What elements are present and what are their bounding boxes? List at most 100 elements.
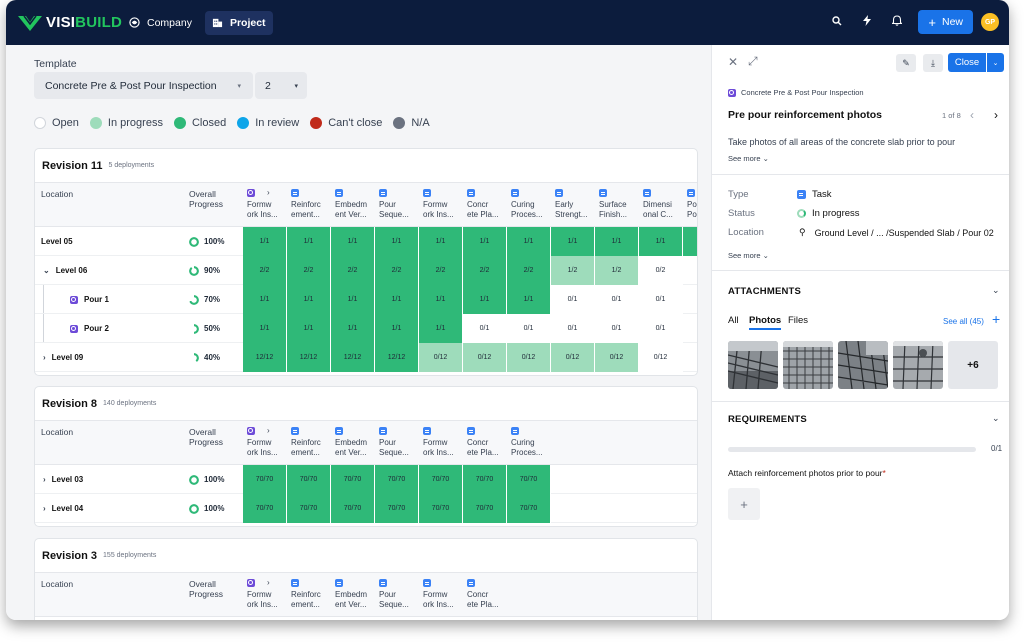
status-cell[interactable]: 1/2 bbox=[595, 256, 639, 285]
status-cell[interactable]: 0/1 bbox=[463, 314, 507, 343]
nav-company[interactable]: Company bbox=[122, 11, 199, 35]
status-cell[interactable]: 70/70 bbox=[287, 465, 331, 494]
status-cell[interactable]: 12/12 bbox=[243, 343, 287, 372]
column-header[interactable]: Surface Finish... bbox=[599, 188, 641, 220]
table-row[interactable]: ⌄ Level 06 90% 2/2 2/2 2/2 2/2 2/2 2/2 2/2 1/2 1/2 0… bbox=[35, 256, 697, 285]
status-cell[interactable]: 70/70 bbox=[243, 465, 287, 494]
close-dropdown-button[interactable]: ⌄ bbox=[987, 53, 1004, 72]
status-cell[interactable]: 70/70 bbox=[331, 465, 375, 494]
status-cell[interactable]: 0/12 bbox=[551, 343, 595, 372]
photo-thumbnail[interactable] bbox=[728, 341, 778, 389]
status-cell[interactable]: 0/1 bbox=[551, 285, 595, 314]
status-cell[interactable]: 0/1 bbox=[507, 314, 551, 343]
expand-icon[interactable]: ⤢ bbox=[748, 54, 758, 68]
close-icon[interactable]: ✕ bbox=[728, 55, 739, 69]
column-header[interactable]: › Formw ork Ins... bbox=[247, 188, 278, 219]
chevron-down-icon[interactable]: ⌄ bbox=[992, 413, 1000, 423]
edit-icon[interactable]: ✎ bbox=[896, 54, 916, 72]
tab-photos[interactable]: Photos bbox=[749, 315, 782, 330]
status-cell[interactable]: 0/1 bbox=[595, 314, 639, 343]
table-row[interactable]: › Level 09 40% 12/12 12/12 12/12 12/12 0/12 0/12… bbox=[35, 343, 697, 372]
status-cell[interactable]: 0/2 bbox=[639, 256, 683, 285]
status-cell[interactable]: 2/2 bbox=[375, 256, 419, 285]
revision-select[interactable]: 2 ▾ bbox=[255, 72, 307, 99]
status-cell[interactable]: 1/1 bbox=[331, 227, 375, 256]
status-cell[interactable]: 0/1 bbox=[551, 314, 595, 343]
column-header[interactable]: Pour Seque... bbox=[379, 188, 421, 220]
table-row[interactable]: › Level 03 100% 70/70 70/70 70/70 70/70 70/70 70… bbox=[35, 465, 697, 494]
status-cell[interactable]: 70/70 bbox=[419, 494, 463, 523]
status-cell[interactable]: 1/1 bbox=[287, 314, 331, 343]
status-cell[interactable]: 70/70 bbox=[287, 494, 331, 523]
status-cell[interactable]: 70/70 bbox=[463, 465, 507, 494]
add-attachment-icon[interactable]: + bbox=[992, 311, 1001, 327]
status-cell[interactable]: 1/1 bbox=[507, 227, 551, 256]
status-cell[interactable] bbox=[683, 227, 697, 256]
see-more-link[interactable]: See more ⌄ bbox=[728, 154, 769, 163]
expand-chevron-icon[interactable]: › bbox=[43, 475, 46, 484]
status-cell[interactable]: 12/12 bbox=[287, 343, 331, 372]
status-cell[interactable]: 0/1 bbox=[639, 314, 683, 343]
column-header[interactable]: Reinforc ement... bbox=[291, 426, 333, 458]
photo-thumbnail[interactable] bbox=[783, 341, 833, 389]
search-icon[interactable] bbox=[822, 15, 852, 29]
column-header[interactable]: Concr ete Pla... bbox=[467, 188, 509, 220]
more-photos-tile[interactable]: +6 bbox=[948, 341, 998, 389]
status-cell[interactable]: 1/1 bbox=[595, 227, 639, 256]
next-icon[interactable]: › bbox=[994, 108, 998, 122]
status-cell[interactable]: 70/70 bbox=[463, 494, 507, 523]
chevron-right-icon[interactable]: › bbox=[267, 426, 270, 435]
status-cell[interactable]: 2/2 bbox=[419, 256, 463, 285]
status-cell[interactable]: 1/1 bbox=[243, 285, 287, 314]
status-cell[interactable]: 1/1 bbox=[331, 314, 375, 343]
status-cell[interactable]: 70/70 bbox=[375, 494, 419, 523]
see-all-link[interactable]: See all (45) bbox=[943, 317, 984, 326]
photo-thumbnail[interactable] bbox=[838, 341, 888, 389]
status-cell[interactable]: 2/2 bbox=[331, 256, 375, 285]
lightning-icon[interactable] bbox=[852, 15, 882, 29]
status-cell[interactable]: 70/70 bbox=[507, 465, 551, 494]
chevron-right-icon[interactable]: › bbox=[267, 578, 270, 587]
template-select[interactable]: Concrete Pre & Post Pour Inspection ▾ bbox=[34, 72, 253, 99]
tab-files[interactable]: Files bbox=[788, 315, 809, 326]
user-avatar[interactable]: GP bbox=[981, 13, 999, 31]
download-icon[interactable]: ⤓ bbox=[923, 54, 943, 72]
column-header[interactable]: Curing Proces... bbox=[511, 426, 553, 458]
tab-all[interactable]: All bbox=[728, 315, 739, 326]
status-cell[interactable]: 1/1 bbox=[507, 285, 551, 314]
status-cell[interactable]: 12/12 bbox=[375, 343, 419, 372]
status-cell[interactable]: 1/1 bbox=[375, 285, 419, 314]
column-header[interactable]: Pour Seque... bbox=[379, 578, 421, 610]
status-cell[interactable]: 70/70 bbox=[243, 494, 287, 523]
add-photo-button[interactable]: + bbox=[728, 488, 760, 520]
status-cell[interactable]: 0/12 bbox=[639, 343, 683, 372]
status-cell[interactable]: 2/2 bbox=[463, 256, 507, 285]
status-cell[interactable]: 70/70 bbox=[507, 494, 551, 523]
status-cell[interactable]: 1/1 bbox=[551, 227, 595, 256]
table-row[interactable]: Level 05 100% 1/1 1/1 1/1 1/1 1/1 1/1 1/1 1/1 1/1 1… bbox=[35, 227, 697, 256]
status-cell[interactable]: 2/2 bbox=[243, 256, 287, 285]
status-cell[interactable]: 1/1 bbox=[463, 285, 507, 314]
status-cell[interactable]: 0/12 bbox=[507, 343, 551, 372]
previous-icon[interactable]: ‹ bbox=[970, 108, 974, 122]
status-cell[interactable]: 0/12 bbox=[419, 343, 463, 372]
table-row[interactable]: Pour 1 70% 1/1 1/1 1/1 1/1 1/1 1/1 1/1 0/1 0/1 0/1 bbox=[35, 285, 697, 314]
status-cell[interactable]: 70/70 bbox=[419, 465, 463, 494]
status-cell[interactable]: 0/12 bbox=[463, 343, 507, 372]
status-cell[interactable]: 1/2 bbox=[551, 256, 595, 285]
expand-chevron-icon[interactable]: › bbox=[43, 353, 46, 362]
status-cell[interactable]: 1/1 bbox=[287, 285, 331, 314]
column-header[interactable]: Formw ork Ins... bbox=[423, 578, 465, 610]
expand-chevron-icon[interactable]: › bbox=[43, 504, 46, 513]
column-header[interactable]: › Formw ork Ins... bbox=[247, 578, 278, 609]
column-header[interactable]: Concr ete Pla... bbox=[467, 426, 509, 458]
column-header[interactable]: Formw ork Ins... bbox=[423, 188, 465, 220]
status-cell[interactable]: 1/1 bbox=[639, 227, 683, 256]
status-cell[interactable]: 2/2 bbox=[507, 256, 551, 285]
brand-logo[interactable]: VISIBUILD bbox=[18, 14, 122, 32]
status-cell[interactable]: 1/1 bbox=[419, 285, 463, 314]
table-row[interactable]: Pour 2 50% 1/1 1/1 1/1 1/1 1/1 0/1 0/1 0/1 0/1 0/1 bbox=[35, 314, 697, 343]
status-cell[interactable]: 1/1 bbox=[243, 227, 287, 256]
see-more-link[interactable]: See more ⌄ bbox=[728, 251, 769, 260]
column-header[interactable]: Early Strengt... bbox=[555, 188, 597, 220]
